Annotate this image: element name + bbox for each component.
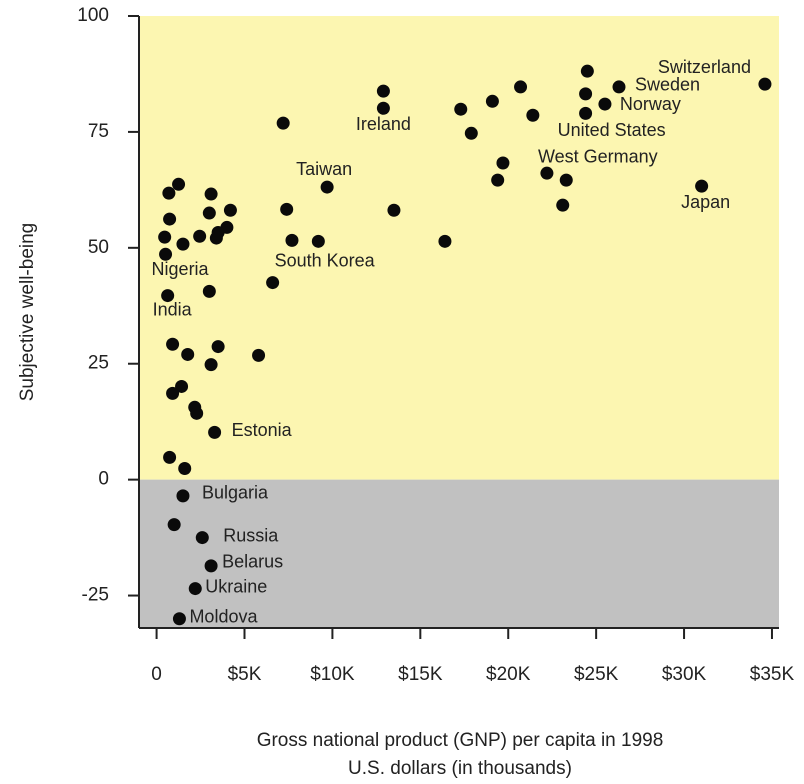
point-label: West Germany	[538, 147, 658, 167]
positive-region	[139, 16, 779, 480]
point	[491, 173, 505, 187]
point	[163, 212, 177, 226]
point	[526, 108, 540, 122]
point	[176, 489, 190, 503]
x-tick-label: $15K	[398, 664, 443, 685]
point	[181, 347, 195, 361]
point	[172, 177, 186, 191]
point-label: India	[153, 299, 193, 319]
point	[266, 276, 280, 290]
x-tick-label: 0	[151, 664, 162, 685]
x-tick-label: $35K	[750, 664, 795, 685]
point	[285, 233, 299, 247]
point	[387, 203, 401, 217]
point-label: Russia	[223, 525, 279, 545]
point	[176, 237, 190, 251]
point	[188, 582, 202, 596]
x-tick-label: $25K	[574, 664, 619, 685]
point-label: Norway	[620, 94, 681, 114]
point-label: Switzerland	[658, 57, 751, 77]
point	[202, 206, 216, 220]
point	[464, 126, 478, 140]
point	[175, 379, 189, 393]
point-label: United States	[558, 120, 666, 140]
point	[311, 234, 325, 248]
point	[204, 358, 218, 372]
point	[320, 180, 334, 194]
point	[158, 230, 172, 244]
point	[163, 450, 177, 464]
point-label: Belarus	[222, 552, 283, 572]
point	[202, 284, 216, 298]
y-tick-label: 25	[88, 353, 109, 374]
y-tick-label: 50	[88, 237, 109, 258]
point	[167, 518, 181, 532]
point	[193, 229, 207, 243]
point	[276, 116, 290, 130]
point	[178, 462, 192, 476]
point	[376, 101, 390, 115]
y-tick-label: 100	[77, 5, 109, 26]
point	[758, 77, 772, 91]
point	[496, 156, 510, 170]
point	[172, 612, 186, 626]
point-label: Taiwan	[296, 159, 352, 179]
point	[376, 84, 390, 98]
y-tick-label: 75	[88, 121, 109, 142]
point	[161, 289, 175, 303]
point	[485, 94, 499, 108]
x-tick-label: $30K	[662, 664, 707, 685]
point	[190, 406, 204, 420]
point	[514, 80, 528, 94]
point	[280, 202, 294, 216]
point-label: Bulgaria	[202, 483, 269, 503]
point	[166, 337, 180, 351]
y-tick-label: 0	[98, 469, 109, 490]
x-tick-label: $10K	[310, 664, 355, 685]
point	[559, 173, 573, 187]
point	[209, 231, 223, 245]
point-label: Sweden	[635, 75, 700, 95]
x-axis-title: Gross national product (GNP) per capita …	[257, 730, 664, 751]
point	[166, 386, 180, 400]
point-label: South Korea	[275, 250, 376, 270]
point	[438, 234, 452, 248]
point	[612, 80, 626, 94]
point-label: Moldova	[189, 606, 258, 626]
point-label: Estonia	[232, 420, 293, 440]
point	[162, 186, 176, 200]
y-tick-label: -25	[82, 585, 109, 606]
point	[208, 425, 222, 439]
point	[454, 102, 468, 116]
point	[695, 179, 709, 193]
negative-region	[139, 479, 779, 628]
point	[223, 203, 237, 217]
x-tick-label: $20K	[486, 664, 531, 685]
y-axis-title: Subjective well-being	[17, 223, 38, 402]
point-label: Ireland	[356, 114, 411, 134]
point	[211, 340, 225, 354]
point	[252, 348, 266, 362]
point	[204, 187, 218, 201]
point	[598, 97, 612, 111]
point	[579, 87, 593, 101]
point-label: Nigeria	[152, 259, 210, 279]
point	[204, 559, 218, 573]
point	[195, 531, 209, 545]
point	[540, 166, 554, 180]
point-label: Japan	[681, 192, 730, 212]
x-tick-label: $5K	[228, 664, 262, 685]
x-axis-title: U.S. dollars (in thousands)	[348, 758, 572, 779]
point	[556, 198, 570, 212]
point	[159, 247, 173, 261]
point-label: Ukraine	[205, 576, 267, 596]
point	[579, 106, 593, 120]
point	[580, 64, 594, 78]
